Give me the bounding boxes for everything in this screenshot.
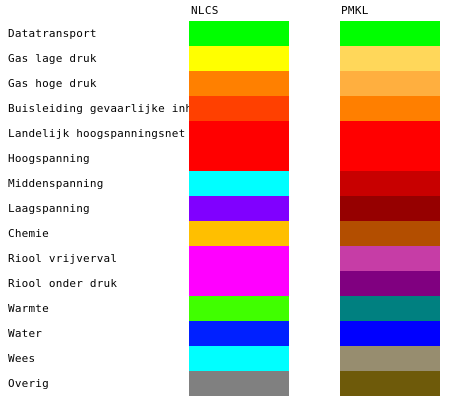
row-label: Datatransport [8, 27, 97, 40]
legend-row-landelijk-hoogspanningsnet: Landelijk hoogspanningsnet [0, 121, 450, 146]
nlcs-color-swatch [189, 346, 289, 371]
pmkl-color-swatch [340, 371, 440, 396]
legend-row-riool-onder-druk: Riool onder druk [0, 271, 450, 296]
row-label: Warmte [8, 302, 49, 315]
nlcs-color-swatch [189, 271, 289, 296]
row-label: Gas lage druk [8, 52, 97, 65]
nlcs-color-swatch [189, 46, 289, 71]
pmkl-color-swatch [340, 171, 440, 196]
legend-row-water: Water [0, 321, 450, 346]
legend-row-wees: Wees [0, 346, 450, 371]
nlcs-color-swatch [189, 71, 289, 96]
legend-row-chemie: Chemie [0, 221, 450, 246]
legend-row-middenspanning: Middenspanning [0, 171, 450, 196]
row-label: Chemie [8, 227, 49, 240]
pmkl-color-swatch [340, 346, 440, 371]
nlcs-color-swatch [189, 121, 289, 146]
nlcs-column-header: NLCS [191, 4, 219, 17]
pmkl-color-swatch [340, 96, 440, 121]
legend-row-gas-hoge-druk: Gas hoge druk [0, 71, 450, 96]
nlcs-color-swatch [189, 171, 289, 196]
row-label: Water [8, 327, 43, 340]
row-label: Hoogspanning [8, 152, 90, 165]
nlcs-color-swatch [189, 196, 289, 221]
row-label: Landelijk hoogspanningsnet [8, 127, 186, 140]
nlcs-color-swatch [189, 296, 289, 321]
row-label: Buisleiding gevaarlijke inhoud [8, 102, 213, 115]
pmkl-color-swatch [340, 246, 440, 271]
legend-row-gas-lage-druk: Gas lage druk [0, 46, 450, 71]
nlcs-color-swatch [189, 146, 289, 171]
pmkl-color-swatch [340, 271, 440, 296]
row-label: Middenspanning [8, 177, 104, 190]
nlcs-color-swatch [189, 371, 289, 396]
pmkl-color-swatch [340, 121, 440, 146]
legend-row-hoogspanning: Hoogspanning [0, 146, 450, 171]
legend-row-overig: Overig [0, 371, 450, 396]
nlcs-color-swatch [189, 246, 289, 271]
row-label: Wees [8, 352, 36, 365]
row-label: Gas hoge druk [8, 77, 97, 90]
pmkl-color-swatch [340, 21, 440, 46]
nlcs-color-swatch [189, 21, 289, 46]
pmkl-color-swatch [340, 196, 440, 221]
nlcs-color-swatch [189, 96, 289, 121]
row-label: Laagspanning [8, 202, 90, 215]
pmkl-color-swatch [340, 46, 440, 71]
row-label: Overig [8, 377, 49, 390]
pmkl-color-swatch [340, 321, 440, 346]
pmkl-color-swatch [340, 221, 440, 246]
row-label: Riool vrijverval [8, 252, 118, 265]
legend-row-riool-vrijverval: Riool vrijverval [0, 246, 450, 271]
nlcs-color-swatch [189, 221, 289, 246]
pmkl-column-header: PMKL [341, 4, 369, 17]
legend-row-laagspanning: Laagspanning [0, 196, 450, 221]
legend-row-buisleiding-gevaarlijke-inhoud: Buisleiding gevaarlijke inhoud [0, 96, 450, 121]
legend-row-warmte: Warmte [0, 296, 450, 321]
pmkl-color-swatch [340, 296, 440, 321]
color-legend-table: Datatransport Gas lage druk Gas hoge dru… [0, 21, 450, 396]
legend-row-datatransport: Datatransport [0, 21, 450, 46]
pmkl-color-swatch [340, 146, 440, 171]
row-label: Riool onder druk [8, 277, 118, 290]
pmkl-color-swatch [340, 71, 440, 96]
nlcs-color-swatch [189, 321, 289, 346]
